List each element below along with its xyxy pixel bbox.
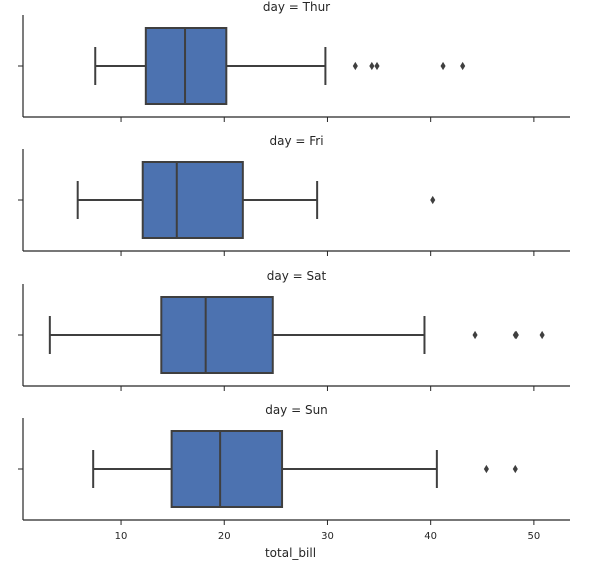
- outlier-point: [352, 61, 358, 71]
- iqr-box: [141, 161, 244, 239]
- outlier-point: [483, 464, 489, 474]
- x-tick-label: 40: [424, 531, 437, 542]
- outlier-point: [374, 61, 380, 71]
- outlier-point: [539, 330, 545, 340]
- outlier-point: [513, 330, 519, 340]
- iqr-box: [170, 430, 284, 508]
- x-tick-label: 30: [321, 531, 334, 542]
- x-tick-label: 20: [218, 531, 231, 542]
- x-axis-label: total_bill: [265, 546, 316, 560]
- x-tick-label: 10: [115, 531, 128, 542]
- x-tick-label: 50: [528, 531, 541, 542]
- panel-title: day = Sat: [267, 269, 327, 283]
- outlier-point: [512, 464, 518, 474]
- outlier-point: [440, 61, 446, 71]
- outlier-point: [472, 330, 478, 340]
- panel-title: day = Sun: [265, 403, 328, 417]
- outlier-point: [369, 61, 375, 71]
- iqr-box: [144, 27, 228, 105]
- outlier-point: [430, 195, 436, 205]
- iqr-box: [160, 296, 274, 374]
- panel-title: day = Thur: [263, 0, 330, 14]
- outlier-point: [460, 61, 466, 71]
- panel-title: day = Fri: [269, 134, 323, 148]
